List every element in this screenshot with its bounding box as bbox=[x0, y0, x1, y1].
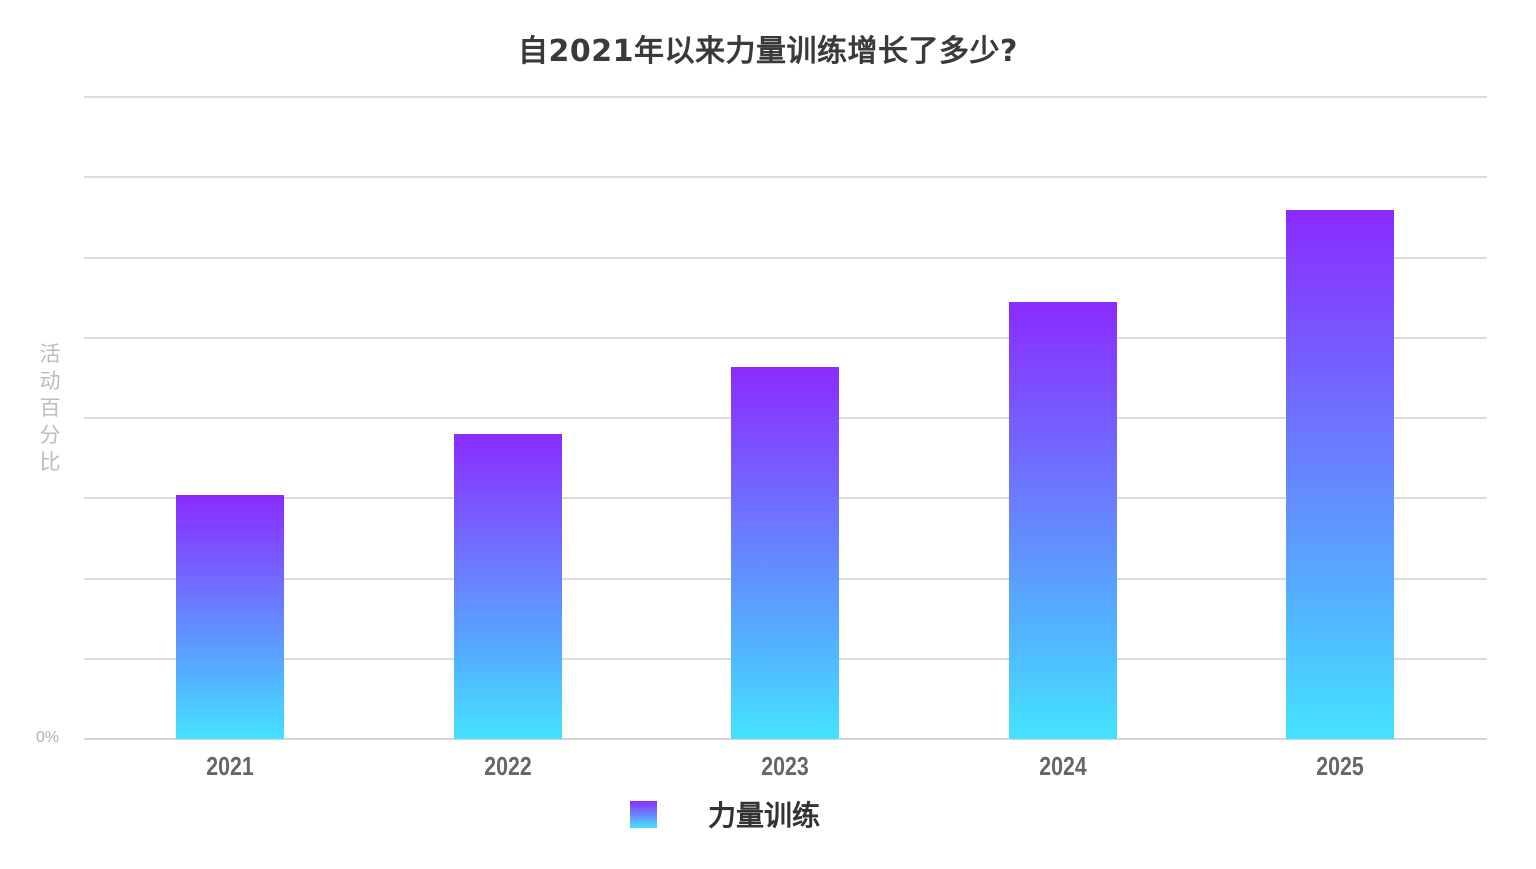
x-tick-2022: 2022 bbox=[484, 751, 532, 781]
bar-2024 bbox=[1009, 302, 1117, 739]
y-tick-zero: 0% bbox=[36, 729, 60, 746]
x-tick-2024: 2024 bbox=[1039, 751, 1087, 781]
x-tick-2025: 2025 bbox=[1316, 751, 1364, 781]
x-tick-2021: 2021 bbox=[206, 751, 254, 781]
bar-2021 bbox=[176, 495, 284, 739]
bar-2025 bbox=[1286, 210, 1394, 739]
bar-2023 bbox=[731, 367, 839, 739]
chart-title: 自2021年以来力量训练增长了多少? bbox=[518, 34, 1018, 69]
gridline bbox=[84, 96, 1487, 98]
bar-2022 bbox=[454, 434, 562, 739]
legend-swatch bbox=[630, 800, 657, 828]
x-axis-baseline bbox=[84, 738, 1487, 740]
x-tick-2023: 2023 bbox=[761, 751, 809, 781]
plot-area bbox=[84, 96, 1487, 740]
gridline bbox=[84, 176, 1487, 178]
gridline bbox=[84, 257, 1487, 259]
y-axis-label: 活动百分比 bbox=[39, 342, 61, 474]
legend: 力量训练 bbox=[630, 796, 820, 832]
legend-label: 力量训练 bbox=[708, 799, 821, 832]
gridline bbox=[84, 337, 1487, 339]
